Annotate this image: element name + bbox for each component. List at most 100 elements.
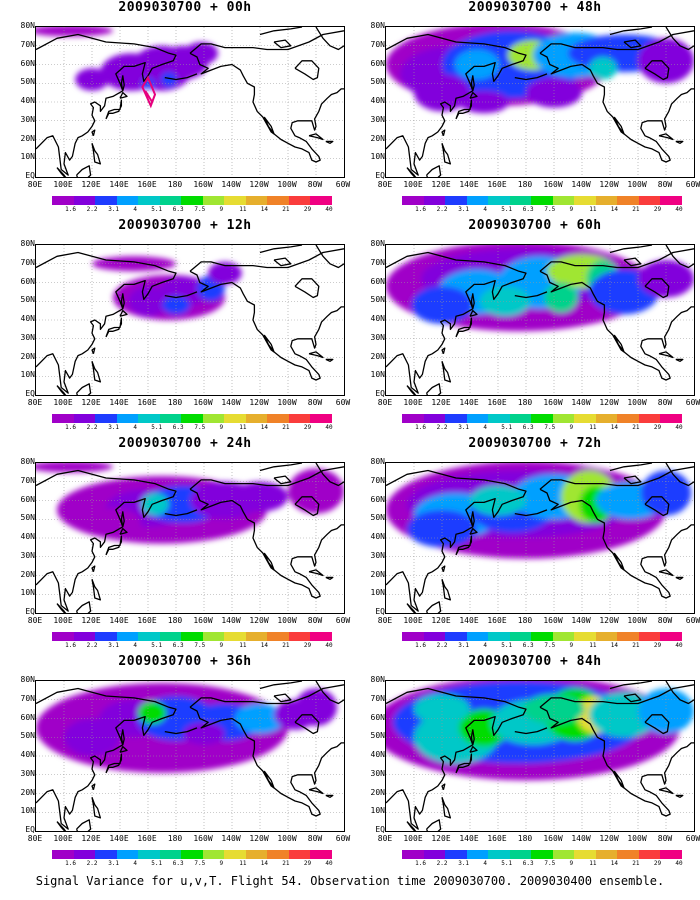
lon-tick-label: 120E	[81, 398, 101, 407]
lat-tick-label: 50N	[370, 78, 385, 87]
lon-tick-label: 80W	[307, 616, 323, 625]
lon-tick-label: 120W	[249, 398, 269, 407]
colorbar-label: 2.2	[436, 424, 448, 431]
colorbar-label: 2.2	[86, 206, 98, 213]
lon-tick-label: 180	[167, 398, 183, 407]
colorbar-label: 40	[675, 424, 683, 431]
colorbar-label: 3.1	[108, 860, 120, 867]
colorbar-label: 14	[260, 860, 268, 867]
colorbar	[402, 632, 682, 641]
lat-tick-label: EQ	[375, 390, 385, 398]
lon-tick-label: 160E	[487, 398, 507, 407]
colorbar-label: 29	[303, 860, 312, 867]
colorbar-label: 21	[632, 642, 640, 649]
lon-tick-label: 120E	[431, 834, 451, 843]
lon-tick-label: 120E	[81, 180, 101, 189]
colorbar-label: 7.5	[544, 206, 556, 213]
lat-tick-label: 20N	[370, 788, 385, 797]
lon-tick-label: 180	[517, 180, 533, 189]
lat-tick-label: 30N	[20, 333, 35, 342]
lat-tick-label: 50N	[20, 732, 35, 741]
lat-tick-label: 60N	[20, 495, 35, 504]
lat-tick-label: 60N	[370, 495, 385, 504]
colorbar-label: 3.1	[108, 642, 120, 649]
colorbar-label: 2.2	[436, 642, 448, 649]
lat-tick-label: 30N	[20, 115, 35, 124]
lat-tick-label: 20N	[20, 570, 35, 579]
lat-tick-label: 60N	[370, 277, 385, 286]
colorbar-swatch	[660, 196, 682, 205]
colorbar-swatch	[638, 196, 661, 205]
variance-contour	[208, 261, 242, 285]
lon-tick-label: 140E	[109, 398, 129, 407]
colorbar-swatch	[466, 196, 489, 205]
variance-contour	[36, 27, 113, 37]
colorbar-label: 21	[632, 860, 640, 867]
panel-title: 2009030700 + 00h	[118, 0, 252, 15]
lat-tick-label: 20N	[20, 134, 35, 143]
colorbar-swatch	[531, 850, 553, 859]
lon-tick-label: 140W	[571, 398, 591, 407]
colorbar-label: 29	[653, 642, 662, 649]
colorbar-label: 6.3	[172, 860, 184, 867]
colorbar-swatch	[95, 850, 117, 859]
colorbar-label: 29	[303, 206, 312, 213]
colorbar-swatch	[574, 850, 596, 859]
colorbar-swatch	[267, 196, 289, 205]
lon-tick-label: 160E	[487, 834, 507, 843]
colorbar-label: 7.5	[194, 424, 206, 431]
colorbar-label: 3.1	[458, 206, 470, 213]
lon-tick-label: 60W	[685, 398, 700, 407]
lon-tick-label: 160E	[137, 616, 157, 625]
lat-lon-grid	[36, 463, 344, 613]
colorbar-label: 1.6	[415, 206, 426, 213]
lat-tick-label: 60N	[370, 713, 385, 722]
colorbar-label: 1.6	[65, 642, 76, 649]
lon-tick-label: 160W	[193, 834, 213, 843]
colorbar-swatch	[531, 632, 553, 641]
lat-tick-label: 70N	[370, 40, 385, 49]
variance-contour	[36, 463, 113, 473]
colorbar-swatch	[595, 196, 618, 205]
lon-tick-label: 120E	[431, 616, 451, 625]
coastlines	[36, 681, 344, 831]
colorbar-swatch	[552, 196, 575, 205]
lat-tick-label: 20N	[20, 352, 35, 361]
lon-tick-label: 140E	[459, 834, 479, 843]
colorbar-label: 14	[260, 424, 268, 431]
lon-tick-label: 100W	[627, 180, 647, 189]
colorbar-swatch	[116, 196, 139, 205]
colorbar-label: 1.6	[65, 424, 76, 431]
map-panel: 2009030700 + 24h 80N 70N 60N 50N 40N 30N 20N 10N…	[15, 436, 355, 651]
colorbar-swatch	[445, 632, 467, 641]
lat-tick-label: 60N	[370, 59, 385, 68]
colorbar-label: 6.3	[522, 642, 534, 649]
colorbar-label: 1.6	[65, 860, 76, 867]
colorbar-label: 2.2	[86, 424, 98, 431]
colorbar-label: 14	[610, 424, 618, 431]
colorbar-swatch	[595, 632, 618, 641]
colorbar-swatch	[73, 414, 96, 423]
lon-tick-label: 100E	[403, 834, 423, 843]
lon-tick-label: 80E	[377, 180, 393, 189]
colorbar-label: 11	[589, 642, 597, 649]
lat-tick-label: 10N	[370, 589, 385, 598]
lon-tick-label: 120E	[81, 834, 101, 843]
lon-tick-label: 140E	[459, 616, 479, 625]
colorbar-label: 11	[239, 642, 247, 649]
lat-tick-label: 80N	[370, 458, 385, 466]
coastlines	[386, 27, 694, 177]
colorbar-swatch	[116, 414, 139, 423]
colorbar-label: 6.3	[522, 424, 534, 431]
colorbar-swatch	[402, 196, 424, 205]
lon-tick-label: 120E	[431, 180, 451, 189]
lat-tick-label: 70N	[370, 476, 385, 485]
colorbar-swatch	[181, 414, 203, 423]
lat-tick-label: 60N	[20, 277, 35, 286]
colorbar-label: 4	[133, 424, 137, 431]
colorbar-label: 14	[260, 206, 268, 213]
lon-tick-label: 60W	[335, 398, 351, 407]
colorbar-swatch	[224, 850, 246, 859]
colorbar-label: 29	[303, 642, 312, 649]
colorbar-swatch	[488, 632, 510, 641]
